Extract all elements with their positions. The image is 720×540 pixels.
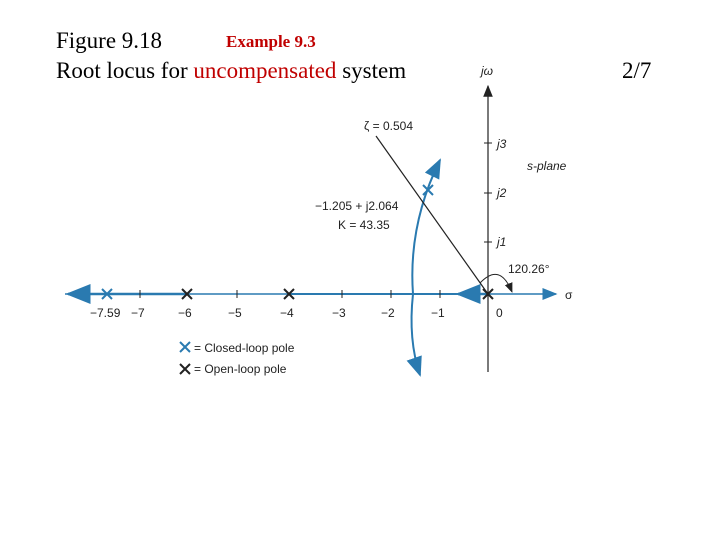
imag-tick-label: j1: [495, 235, 506, 249]
point-label: −1.205 + j2.064: [315, 199, 399, 213]
real-tick-label: −3: [332, 306, 346, 320]
zeta-line: [375, 135, 489, 295]
gain-label: K = 43.35: [338, 218, 390, 232]
real-tick-label: −5: [228, 306, 242, 320]
slide-title: Root locus for uncompensated system: [56, 58, 406, 84]
closed-loop-poles: [101, 184, 434, 353]
imag-axis-label: jω: [479, 64, 493, 78]
page-number: 2/7: [622, 58, 652, 83]
locus-branch: [411, 158, 441, 295]
real-tick-label: −6: [178, 306, 192, 320]
legend-closed: = Closed-loop pole: [194, 341, 295, 355]
figure-label: Figure 9.18: [56, 28, 163, 53]
imag-tick-label: j2: [495, 186, 507, 200]
plane-label: s-plane: [527, 159, 567, 173]
angle-label: 120.26°: [508, 262, 550, 276]
example-label: Example 9.3: [226, 32, 316, 51]
real-tick-label: −7: [131, 306, 145, 320]
legend-open: = Open-loop pole: [194, 362, 287, 376]
real-tick-label: −4: [280, 306, 294, 320]
real-tick-label: −1: [431, 306, 445, 320]
title-highlight: uncompensated: [193, 58, 337, 83]
ticks: [139, 142, 492, 298]
title-text: Root locus for: [56, 58, 194, 83]
real-tick-label: 0: [496, 306, 503, 320]
angle-arc: [479, 273, 513, 293]
real-tick-label: −7.59: [90, 306, 121, 320]
title-text: system: [336, 58, 407, 83]
real-tick-label: −2: [381, 306, 395, 320]
locus-branch: [406, 293, 422, 377]
real-axis-label: σ: [565, 288, 573, 302]
zeta-label: ζ = 0.504: [364, 119, 413, 133]
imag-tick-label: j3: [495, 137, 507, 151]
open-loop-poles: [179, 288, 494, 375]
